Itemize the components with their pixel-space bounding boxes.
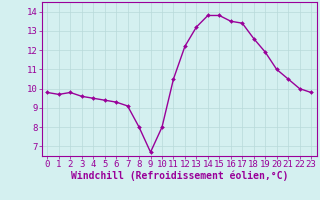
X-axis label: Windchill (Refroidissement éolien,°C): Windchill (Refroidissement éolien,°C) [70, 171, 288, 181]
